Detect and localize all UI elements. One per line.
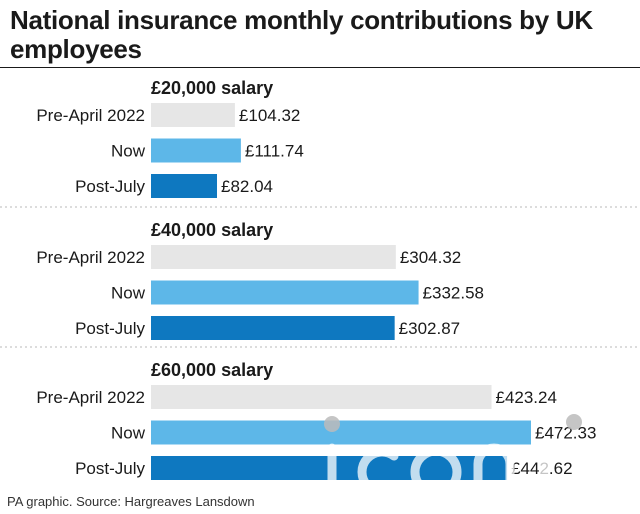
bar-pre-april <box>151 245 396 269</box>
bar-post-july <box>151 316 395 340</box>
category-label: Post-July <box>75 177 145 196</box>
category-label: Now <box>111 424 146 443</box>
bar-now <box>151 420 531 445</box>
group-title: £60,000 salary <box>151 360 273 380</box>
chart-title: National insurance monthly contributions… <box>10 5 593 64</box>
value-label: £111.74 <box>245 142 304 161</box>
value-label: £332.58 <box>423 284 484 303</box>
value-label: £104.32 <box>239 106 300 125</box>
bar-now <box>151 280 419 305</box>
group-title: £20,000 salary <box>151 78 273 98</box>
value-label: £82.04 <box>221 177 273 196</box>
category-label: Pre-April 2022 <box>36 388 145 407</box>
value-label: £472.33 <box>535 424 596 443</box>
value-label: £302.87 <box>399 319 460 338</box>
value-label: £442.62 <box>511 459 572 478</box>
title-divider <box>0 67 640 68</box>
category-label: Post-July <box>75 319 145 338</box>
category-label: Post-July <box>75 459 145 478</box>
value-label: £423.24 <box>495 388 556 407</box>
category-label: Now <box>111 284 146 303</box>
bar-post-july <box>151 456 508 480</box>
group-title: £40,000 salary <box>151 220 273 240</box>
category-label: Now <box>111 142 146 161</box>
bar-now <box>151 138 241 163</box>
category-label: Pre-April 2022 <box>36 248 145 267</box>
bar-pre-april <box>151 103 235 127</box>
category-label: Pre-April 2022 <box>36 106 145 125</box>
bar-post-july <box>151 174 218 198</box>
bar-pre-april <box>151 385 492 409</box>
source-note: PA graphic. Source: Hargreaves Lansdown <box>7 494 255 509</box>
value-label: £304.32 <box>400 248 461 267</box>
